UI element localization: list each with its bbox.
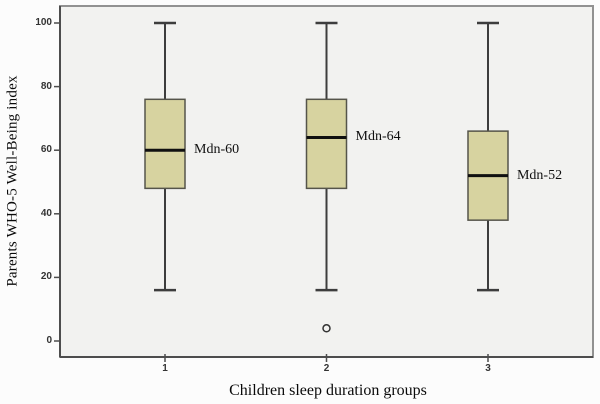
x-tick-label: 3 bbox=[485, 363, 491, 374]
median-label: Mdn-52 bbox=[516, 167, 563, 183]
y-tick-label: 0 bbox=[46, 335, 52, 346]
median-label: Mdn-64 bbox=[355, 129, 401, 145]
iqr-box bbox=[144, 98, 186, 190]
iqr-box bbox=[305, 98, 348, 190]
outlier-point bbox=[322, 324, 331, 333]
y-tick-label: 20 bbox=[40, 271, 52, 283]
y-tick-label: 100 bbox=[35, 17, 52, 28]
y-axis-title: Parents WHO-5 Well-Being index bbox=[4, 75, 21, 287]
median-label: Mdn-60 bbox=[194, 142, 240, 158]
x-tick-label: 2 bbox=[323, 363, 330, 374]
y-tick-label: 60 bbox=[40, 144, 52, 156]
y-tick-label: 40 bbox=[40, 207, 52, 219]
x-tick-label: 1 bbox=[162, 363, 168, 374]
y-tick-label: 80 bbox=[40, 80, 52, 92]
x-axis-title: Children sleep duration groups bbox=[229, 382, 427, 399]
